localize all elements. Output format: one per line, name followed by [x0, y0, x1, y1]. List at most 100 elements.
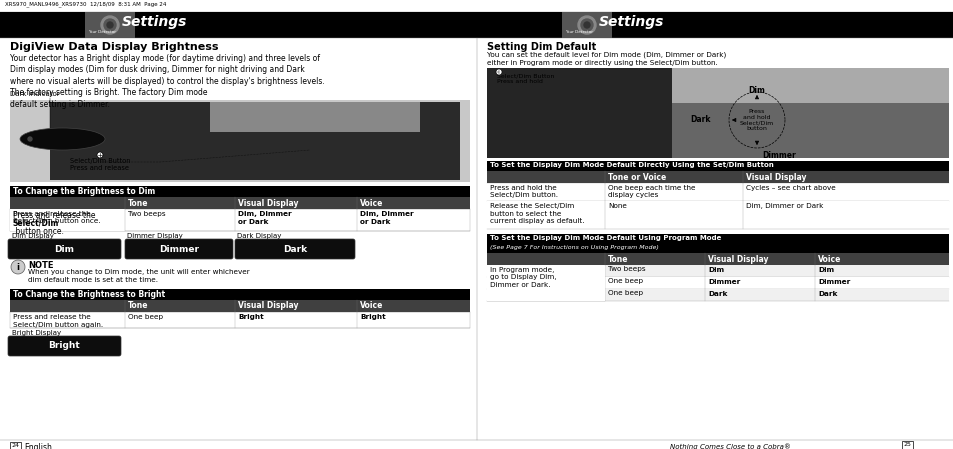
Bar — [486, 234, 948, 244]
Text: You can set the default level for Dim mode (Dim, Dimmer or Dark)
either in Progr: You can set the default level for Dim mo… — [486, 52, 725, 66]
Text: Your Detector: Your Detector — [88, 30, 116, 34]
Circle shape — [580, 19, 593, 31]
Text: One beep: One beep — [128, 314, 163, 320]
Text: Your Detector: Your Detector — [564, 30, 593, 34]
Text: Press
and hold
Select/Dim
button: Press and hold Select/Dim button — [740, 109, 773, 131]
Text: Visual Display: Visual Display — [237, 301, 298, 311]
Circle shape — [496, 69, 501, 75]
Text: Dimmer: Dimmer — [817, 278, 849, 285]
Bar — [10, 209, 125, 231]
Bar — [10, 300, 470, 312]
Circle shape — [101, 16, 119, 34]
Bar — [486, 171, 948, 183]
Text: Voice: Voice — [359, 198, 383, 207]
Text: Visual Display: Visual Display — [745, 172, 805, 181]
Text: Tone: Tone — [128, 301, 149, 311]
Text: 25: 25 — [902, 442, 910, 447]
Ellipse shape — [20, 128, 105, 150]
Bar — [0, 12, 476, 38]
Text: Your detector has a Bright display mode (for daytime driving) and three levels o: Your detector has a Bright display mode … — [10, 54, 324, 109]
Bar — [486, 265, 604, 301]
Text: To Set the Display Dim Mode Default Using Program Mode: To Set the Display Dim Mode Default Usin… — [490, 235, 720, 241]
Bar — [486, 244, 948, 253]
Circle shape — [28, 137, 32, 141]
Text: (See Page 7 For Instructions on Using Program Mode): (See Page 7 For Instructions on Using Pr… — [490, 245, 659, 250]
Text: NOTE: NOTE — [28, 261, 53, 270]
Bar — [10, 209, 470, 231]
Text: Dark: Dark — [690, 115, 710, 124]
Text: Bright Display: Bright Display — [12, 330, 61, 336]
Text: Settings: Settings — [122, 15, 187, 29]
Text: To Change the Brightness to Dim: To Change the Brightness to Dim — [13, 187, 155, 196]
Text: Dimmer: Dimmer — [761, 151, 795, 160]
Text: Dim: Dim — [817, 267, 833, 273]
Text: Tone or Voice: Tone or Voice — [607, 172, 665, 181]
Bar — [671, 68, 948, 103]
Text: Select/Dim Button
Press and release: Select/Dim Button Press and release — [70, 158, 131, 172]
Text: Press and release the: Press and release the — [13, 211, 95, 220]
Text: i: i — [16, 263, 19, 272]
Text: Bright: Bright — [49, 342, 80, 351]
Text: One beep: One beep — [607, 291, 642, 296]
Text: Dark: Dark — [817, 291, 837, 296]
Text: Voice: Voice — [359, 301, 383, 311]
Text: To Change the Brightness to Bright: To Change the Brightness to Bright — [13, 290, 165, 299]
Text: Cycles – see chart above: Cycles – see chart above — [745, 185, 835, 191]
Text: Dimmer Display: Dimmer Display — [127, 233, 183, 239]
Bar — [476, 12, 953, 38]
Bar — [10, 312, 470, 328]
Text: Select/Dim Button
Press and hold: Select/Dim Button Press and hold — [497, 73, 554, 84]
Text: Dimmer: Dimmer — [159, 245, 199, 254]
Text: Voice: Voice — [817, 255, 841, 264]
Text: Two beeps: Two beeps — [128, 211, 166, 217]
Text: Dark Indicator: Dark Indicator — [10, 91, 59, 97]
Text: Dark Display: Dark Display — [236, 233, 281, 239]
Bar — [486, 68, 671, 158]
Text: Press and hold the
Select/Dim button.: Press and hold the Select/Dim button. — [490, 185, 558, 198]
FancyBboxPatch shape — [125, 239, 233, 259]
Text: XRS970_MANL9496_XRS9730  12/18/09  8:31 AM  Page 24: XRS970_MANL9496_XRS9730 12/18/09 8:31 AM… — [5, 1, 166, 7]
Bar — [486, 277, 948, 289]
Bar — [486, 68, 948, 158]
Text: English: English — [24, 443, 51, 449]
FancyBboxPatch shape — [8, 336, 121, 356]
Circle shape — [583, 22, 589, 28]
Text: Bright: Bright — [359, 314, 385, 320]
Text: Dark: Dark — [707, 291, 726, 296]
Text: Select/Dim: Select/Dim — [13, 219, 59, 228]
Text: Release the Select/Dim
button to select the
current display as default.: Release the Select/Dim button to select … — [490, 203, 584, 224]
Text: 24: 24 — [11, 443, 19, 448]
Text: Settings: Settings — [598, 15, 663, 29]
Circle shape — [107, 22, 112, 28]
Text: Tone: Tone — [128, 198, 149, 207]
Bar — [10, 186, 470, 197]
Text: In Program mode,
go to Display Dim,
Dimmer or Dark.: In Program mode, go to Display Dim, Dimm… — [490, 267, 556, 288]
Text: Dimmer: Dimmer — [707, 278, 740, 285]
Text: Visual Display: Visual Display — [707, 255, 768, 264]
Bar — [10, 289, 470, 300]
Text: Visual Display: Visual Display — [237, 198, 298, 207]
Text: None: None — [607, 203, 626, 209]
Bar — [85, 12, 135, 38]
Text: DigiView Data Display Brightness: DigiView Data Display Brightness — [10, 42, 218, 52]
Bar — [901, 441, 912, 449]
Text: Dim, Dimmer or Dark: Dim, Dimmer or Dark — [745, 203, 822, 209]
Text: One beep: One beep — [607, 278, 642, 285]
Bar — [486, 289, 948, 301]
Bar — [486, 161, 948, 171]
Bar — [10, 100, 470, 182]
Text: Dim: Dim — [707, 267, 723, 273]
Text: Dim: Dim — [748, 86, 764, 95]
FancyBboxPatch shape — [234, 239, 355, 259]
Bar — [671, 68, 948, 158]
Bar — [486, 183, 948, 201]
Circle shape — [578, 16, 596, 34]
Text: Press and release the
Select/Dim button again.: Press and release the Select/Dim button … — [13, 314, 103, 327]
Text: Nothing Comes Close to a Cobra®: Nothing Comes Close to a Cobra® — [669, 443, 790, 449]
Bar — [486, 201, 948, 229]
Bar — [210, 102, 419, 132]
Text: Setting Dim Default: Setting Dim Default — [486, 42, 596, 52]
Circle shape — [104, 19, 116, 31]
Text: To Set the Display Dim Mode Default Directly Using the Set/Dim Button: To Set the Display Dim Mode Default Dire… — [490, 162, 773, 168]
Circle shape — [11, 260, 25, 274]
